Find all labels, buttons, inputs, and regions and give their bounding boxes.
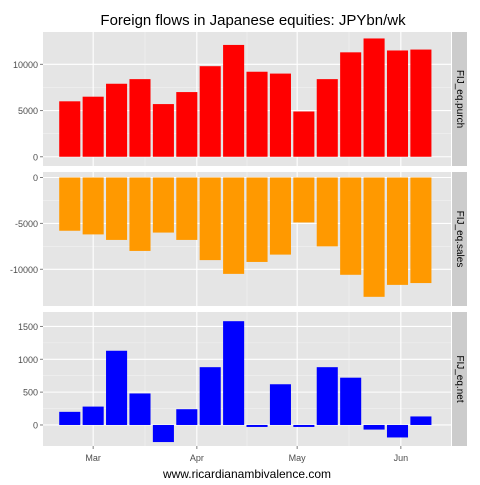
strip-label: FIJ_eq.sales xyxy=(454,211,465,268)
bar xyxy=(199,66,221,157)
x-tick-label: May xyxy=(289,453,307,463)
y-tick-label: 0 xyxy=(33,173,38,183)
bar xyxy=(293,177,315,223)
bar xyxy=(293,111,315,157)
bar xyxy=(152,177,174,233)
x-tick-label: Mar xyxy=(85,453,101,463)
x-axis: Mar Apr May Jun xyxy=(85,446,408,463)
bar xyxy=(152,424,174,443)
panel-FIJ_eq.purch: 0 5000 10000 FIJ_eq.purch xyxy=(13,32,467,166)
bar xyxy=(82,96,104,157)
bar xyxy=(316,177,338,247)
bar xyxy=(223,321,245,425)
bar xyxy=(363,424,385,430)
strip-label: FIJ_eq.net xyxy=(454,355,465,402)
bar xyxy=(386,424,409,438)
bar xyxy=(199,177,221,261)
bar xyxy=(386,177,409,285)
bar xyxy=(316,367,338,425)
bar xyxy=(340,52,362,157)
x-tick-label: Jun xyxy=(394,453,409,463)
bar xyxy=(410,49,432,157)
bar xyxy=(129,393,151,425)
bar xyxy=(246,424,268,427)
bar xyxy=(269,384,291,425)
y-tick-label: 5000 xyxy=(18,106,38,116)
strip-background xyxy=(452,32,467,166)
bar xyxy=(129,177,151,251)
bar xyxy=(246,177,268,262)
bar xyxy=(176,409,198,425)
bar xyxy=(386,50,409,157)
bar xyxy=(152,104,174,157)
y-tick-label: 0 xyxy=(33,420,38,430)
bar xyxy=(363,38,385,157)
bar xyxy=(129,79,151,157)
y-tick-label: -5000 xyxy=(15,219,38,229)
bar xyxy=(363,177,385,297)
panel-FIJ_eq.net: 0 500 1000 1500 FIJ_eq.net xyxy=(18,312,467,446)
bar xyxy=(316,79,338,157)
bar xyxy=(223,44,245,157)
chart-caption: www.ricardianambivalence.com xyxy=(162,467,331,480)
bar xyxy=(82,177,104,235)
bar xyxy=(340,377,362,425)
bar xyxy=(82,406,104,425)
panel-FIJ_eq.sales: 0 -5000 -10000 FIJ_eq.sales xyxy=(10,172,467,306)
y-tick-label: -10000 xyxy=(10,265,38,275)
bar xyxy=(176,92,198,157)
y-tick-label: 10000 xyxy=(13,60,38,70)
chart-title: Foreign flows in Japanese equities: JPYb… xyxy=(100,12,406,29)
x-tick-label: Apr xyxy=(190,453,204,463)
bar xyxy=(269,177,291,255)
bar xyxy=(106,83,128,157)
bar xyxy=(106,350,128,425)
y-tick-label: 1000 xyxy=(18,355,38,365)
bar xyxy=(59,101,81,157)
bar xyxy=(106,177,128,240)
bar xyxy=(410,177,432,284)
bar xyxy=(269,73,291,157)
strip-background xyxy=(452,172,467,306)
bar xyxy=(199,367,221,425)
bar xyxy=(340,177,362,275)
bar xyxy=(246,71,268,157)
bar xyxy=(59,411,81,425)
strip-background xyxy=(452,312,467,446)
bar xyxy=(59,177,81,231)
y-tick-label: 1500 xyxy=(18,322,38,332)
y-tick-label: 0 xyxy=(33,152,38,162)
panels-layer: 0500010000FIJ_eq.purch0-5000-10000FIJ_eq… xyxy=(10,32,467,446)
strip-label: FIJ_eq.purch xyxy=(454,70,465,128)
bar xyxy=(176,177,198,240)
y-tick-label: 500 xyxy=(23,388,38,398)
bar xyxy=(223,177,245,274)
bar xyxy=(410,416,432,425)
bar xyxy=(293,424,315,427)
